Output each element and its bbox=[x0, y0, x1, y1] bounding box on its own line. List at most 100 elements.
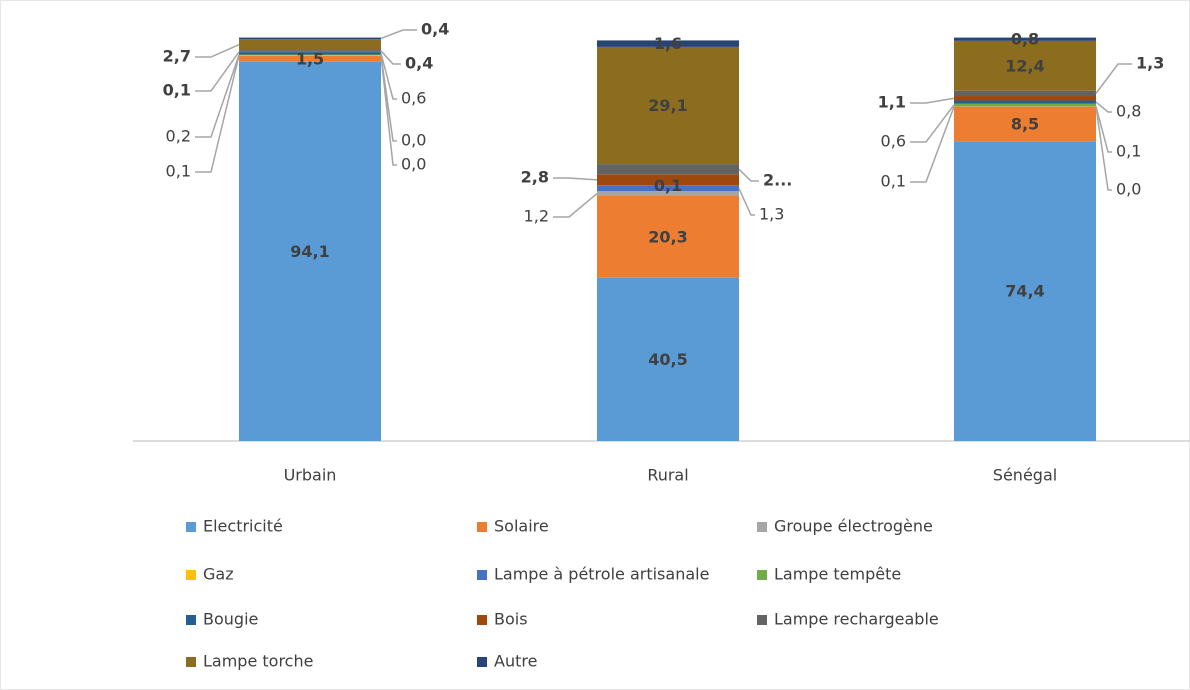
leader-line bbox=[380, 53, 397, 100]
data-label: 0,1 bbox=[166, 162, 191, 181]
legend-label: Lampe rechargeable bbox=[774, 610, 939, 629]
leader-line bbox=[738, 188, 755, 216]
data-label: 1,5 bbox=[296, 49, 324, 68]
legend-label: Electricité bbox=[203, 517, 283, 536]
legend-swatch bbox=[186, 570, 196, 580]
data-label: 0,4 bbox=[421, 20, 449, 39]
x-tick-label: Sénégal bbox=[993, 466, 1057, 485]
bar-segment bbox=[954, 106, 1096, 142]
legend-label: Lampe à pétrole artisanale bbox=[494, 565, 709, 584]
data-label: 0,8 bbox=[1116, 102, 1141, 121]
data-label: 0,1 bbox=[163, 81, 191, 100]
leader-line bbox=[380, 55, 397, 142]
bar-segment bbox=[597, 164, 739, 175]
bar-segment bbox=[239, 39, 381, 51]
bar-segment bbox=[954, 40, 1096, 91]
bar-segment bbox=[954, 100, 1096, 104]
legend-swatch bbox=[757, 570, 767, 580]
legend-label: Autre bbox=[494, 652, 537, 671]
leader-line bbox=[910, 106, 955, 183]
data-label: 1,3 bbox=[1136, 54, 1164, 73]
leader-line bbox=[553, 177, 598, 181]
leader-line bbox=[380, 29, 417, 40]
leader-line bbox=[195, 55, 240, 173]
data-label: 74,4 bbox=[1005, 282, 1044, 301]
bar-segment bbox=[954, 141, 1096, 441]
bar-segment bbox=[954, 90, 1096, 97]
legend-swatch bbox=[477, 657, 487, 667]
legend-swatch bbox=[186, 522, 196, 532]
bar-segment bbox=[597, 277, 739, 441]
bar-segment bbox=[239, 50, 381, 52]
data-label: 1,1 bbox=[878, 93, 906, 112]
leader-line bbox=[380, 55, 397, 166]
legend-label: Gaz bbox=[203, 565, 234, 584]
bar-segment bbox=[239, 54, 381, 56]
data-label: 0,0 bbox=[401, 131, 426, 150]
data-label: 0,2 bbox=[166, 127, 191, 146]
leader-line bbox=[738, 168, 759, 182]
bar-segment bbox=[239, 37, 381, 40]
bar-segment bbox=[954, 103, 1096, 107]
data-label: 0,6 bbox=[401, 89, 426, 108]
data-label: 0,4 bbox=[405, 54, 433, 73]
legend-swatch bbox=[477, 570, 487, 580]
leader-line bbox=[1095, 101, 1112, 113]
data-label: 0,1 bbox=[654, 176, 682, 195]
leader-line bbox=[195, 51, 240, 92]
data-label: 1,6 bbox=[654, 34, 682, 53]
bar-segment bbox=[954, 37, 1096, 41]
legend-label: Groupe électrogène bbox=[774, 517, 933, 536]
bar-segment bbox=[954, 96, 1096, 101]
leader-line bbox=[553, 192, 598, 218]
leader-line bbox=[195, 54, 240, 138]
leader-line bbox=[1095, 106, 1112, 191]
bar-segment bbox=[597, 195, 739, 278]
data-label: 12,4 bbox=[1005, 56, 1044, 75]
data-label: 20,3 bbox=[648, 227, 687, 246]
data-label: 0,1 bbox=[881, 172, 906, 191]
legend-label: Lampe torche bbox=[203, 652, 313, 671]
data-label: 29,1 bbox=[648, 96, 687, 115]
legend-swatch bbox=[757, 615, 767, 625]
data-label: 2,8 bbox=[521, 168, 549, 187]
legend-swatch bbox=[477, 522, 487, 532]
bar-segment bbox=[597, 46, 739, 165]
legend-label: Solaire bbox=[494, 517, 549, 536]
data-label: 1,2 bbox=[524, 207, 549, 226]
data-label: 1,3 bbox=[759, 205, 784, 224]
legend-label: Lampe tempête bbox=[774, 565, 901, 584]
data-label: 0,0 bbox=[401, 155, 426, 174]
legend-swatch bbox=[186, 657, 196, 667]
legend-swatch bbox=[186, 615, 196, 625]
legend-swatch bbox=[757, 522, 767, 532]
leader-line bbox=[910, 104, 955, 143]
data-label: 2... bbox=[763, 171, 792, 190]
data-label: 0,0 bbox=[1116, 180, 1141, 199]
legend-swatch bbox=[477, 615, 487, 625]
data-label: 2,7 bbox=[163, 47, 191, 66]
data-label: 0,1 bbox=[1116, 142, 1141, 161]
data-label: 8,5 bbox=[1011, 115, 1039, 134]
bar-segment bbox=[597, 174, 739, 186]
data-label: 0,8 bbox=[1011, 30, 1039, 49]
data-label: 94,1 bbox=[290, 242, 329, 261]
bar-segment bbox=[597, 191, 739, 196]
leader-line bbox=[1095, 106, 1112, 153]
leader-line bbox=[1095, 63, 1132, 94]
leader-line bbox=[380, 50, 401, 65]
legend-label: Bougie bbox=[203, 610, 258, 629]
bar-segment bbox=[597, 185, 739, 192]
x-tick-label: Rural bbox=[647, 466, 688, 485]
bar-segment bbox=[239, 52, 381, 55]
x-tick-label: Urbain bbox=[284, 466, 337, 485]
data-label: 40,5 bbox=[648, 350, 687, 369]
leader-line bbox=[910, 97, 955, 104]
bar-segment bbox=[239, 55, 381, 62]
leader-line bbox=[195, 43, 240, 58]
legend-label: Bois bbox=[494, 610, 528, 629]
bar-segment bbox=[597, 40, 739, 47]
bar-segment bbox=[239, 61, 381, 441]
data-label: 0,6 bbox=[881, 132, 906, 151]
